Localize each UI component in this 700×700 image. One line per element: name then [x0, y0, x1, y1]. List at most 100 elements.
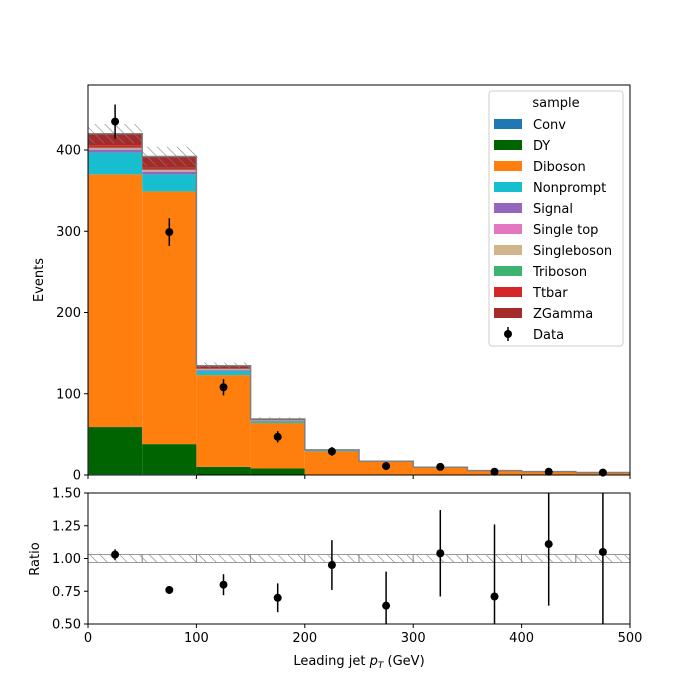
- ratio-point: [165, 585, 174, 594]
- legend-swatch: [494, 140, 522, 150]
- ratio-point: [219, 580, 228, 589]
- legend-label: Conv: [533, 118, 566, 133]
- legend-swatch: [494, 245, 522, 255]
- legend-label: Singleboson: [533, 244, 612, 259]
- bar-singleboson-bin-0: [88, 148, 143, 150]
- bar-ttbar-bin-1: [142, 167, 197, 170]
- data-points: [111, 104, 607, 477]
- ratio-y-tick-label: 0.50: [52, 618, 81, 633]
- bar-triboson-bin-1: [142, 169, 197, 171]
- main-y-axis: 0 100 200 300 400: [56, 144, 88, 484]
- legend-title: sample: [532, 96, 579, 111]
- legend-label: Single top: [533, 223, 598, 238]
- bar-signal-bin-1: [142, 171, 197, 175]
- legend-swatch: [494, 119, 522, 129]
- legend-swatch: [494, 161, 522, 171]
- bar-diboson-bin-6: [413, 467, 468, 475]
- legend-label: Data: [533, 328, 564, 343]
- ratio-point: [436, 549, 445, 558]
- ratio-band-bin-5: [358, 554, 414, 563]
- bar-diboson-bin-4: [304, 451, 359, 475]
- legend: sample Conv DY Diboson Nonprompt Signal Single…: [488, 90, 624, 347]
- data-point: [165, 228, 174, 237]
- ratio-points: [111, 493, 607, 624]
- x-tick-label: 0: [84, 631, 92, 646]
- legend-swatch: [494, 287, 522, 297]
- ratio-y-axis-label: Ratio: [28, 542, 43, 575]
- x-tick-label: 500: [618, 631, 643, 646]
- y-tick-label: 200: [56, 306, 81, 321]
- bar-diboson-bin-0: [88, 174, 143, 428]
- legend-label: ZGamma: [533, 307, 593, 322]
- bar-single-top-bin-1: [142, 171, 197, 172]
- bar-signal-bin-0: [88, 150, 143, 153]
- x-tick-label: 100: [184, 631, 209, 646]
- legend-data-marker: [504, 330, 512, 338]
- bar-dy-bin-1: [142, 444, 197, 475]
- x-tick-label: 300: [401, 631, 426, 646]
- legend-frame: [488, 90, 624, 347]
- ratio-y-axis: 0.50 0.75 1.00 1.25 1.50: [52, 487, 88, 633]
- data-point: [219, 383, 228, 392]
- bar-diboson-bin-3: [250, 423, 305, 469]
- data-point: [544, 467, 553, 476]
- bar-nonprompt-bin-0: [88, 152, 143, 175]
- x-axis-label-subscript: T: [378, 661, 385, 671]
- data-point: [382, 462, 391, 471]
- bar-signal-bin-2: [196, 370, 251, 371]
- legend-swatch: [494, 308, 522, 318]
- x-axis-label-symbol: p: [369, 654, 378, 669]
- x-axis-label: Leading jet pT (GeV): [293, 654, 424, 671]
- x-axis: 0 100 200 300 400 500: [84, 624, 643, 646]
- legend-label: DY: [533, 139, 550, 154]
- ratio-point: [544, 540, 553, 549]
- bar-ttbar-bin-0: [88, 145, 143, 148]
- legend-label: Ttbar: [532, 286, 568, 301]
- data-point: [490, 467, 499, 476]
- data-point: [273, 432, 282, 441]
- ratio-point: [382, 601, 391, 610]
- y-tick-label: 400: [56, 144, 81, 159]
- bar-single-top-bin-0: [88, 149, 143, 150]
- ratio-point: [598, 547, 607, 556]
- y-tick-label: 300: [56, 225, 81, 240]
- legend-label: Nonprompt: [533, 181, 606, 196]
- bar-dy-bin-0: [88, 427, 143, 475]
- y-tick-label: 0: [73, 469, 81, 484]
- ratio-y-tick-label: 1.50: [52, 487, 81, 502]
- main-plot-frame: [87, 84, 631, 476]
- data-point: [436, 462, 445, 471]
- legend-label: Triboson: [532, 265, 587, 280]
- x-tick-label: 200: [292, 631, 317, 646]
- bar-triboson-bin-0: [88, 147, 143, 149]
- bar-nonprompt-bin-1: [142, 174, 197, 192]
- bar-nonprompt-bin-2: [196, 371, 251, 376]
- legend-label: Diboson: [533, 160, 586, 175]
- legend-swatch: [494, 266, 522, 276]
- ratio-band-bin-2: [195, 554, 251, 563]
- x-tick-label: 400: [509, 631, 534, 646]
- ratio-y-tick-label: 0.75: [52, 585, 81, 600]
- ratio-plot: 0.50 0.75 1.00 1.25 1.50 0 100 200 300 400 500 Ra…: [28, 487, 642, 672]
- ratio-band-bin-1: [141, 554, 197, 563]
- ratio-point: [327, 561, 336, 570]
- stacked-bars: [88, 133, 630, 475]
- ratio-point: [273, 593, 282, 602]
- data-point: [327, 447, 336, 456]
- legend-swatch: [494, 182, 522, 192]
- main-plot: 0 100 200 300 400 Events sample Conv DY Diboson…: [32, 84, 631, 484]
- ratio-y-tick-label: 1.25: [52, 519, 81, 534]
- data-point: [111, 117, 120, 126]
- x-axis-label-unit: (GeV): [383, 654, 424, 669]
- main-x-axis-ticks: [87, 475, 631, 479]
- legend-swatch: [494, 224, 522, 234]
- y-tick-label: 100: [56, 387, 81, 402]
- x-axis-label-text: Leading jet: [293, 654, 369, 669]
- ratio-band-bin-3: [250, 554, 306, 563]
- ratio-y-tick-label: 1.00: [52, 552, 81, 567]
- ratio-point: [111, 550, 120, 559]
- bar-nonprompt-bin-3: [250, 421, 305, 423]
- legend-label: Signal: [533, 202, 573, 217]
- bar-dy-bin-3: [250, 468, 305, 475]
